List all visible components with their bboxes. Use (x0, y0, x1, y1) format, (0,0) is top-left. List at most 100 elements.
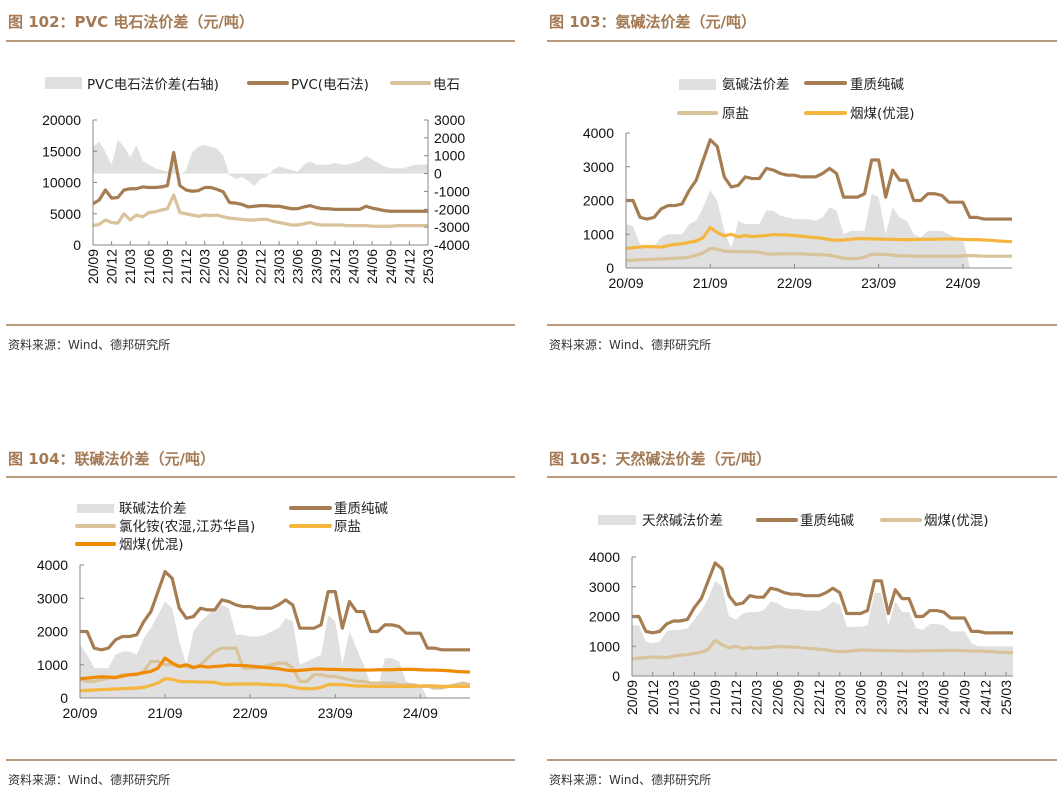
x-tick-label: 23/03 (832, 680, 848, 715)
series-line-原盐 (625, 246, 1012, 263)
chart-fig103: 0 1000 2000 3000 4000 20/09 21/09 22/09 23/09 24/… (583, 125, 1013, 291)
series-line-氯化铵(农湿,江苏华昌) (79, 646, 471, 690)
x-tick-label: 24/03 (915, 680, 931, 715)
series-line-PVC(电石法) (92, 150, 428, 213)
x-tick-label: 23/06 (853, 680, 869, 715)
x-tick-label: 24/09 (957, 680, 973, 715)
y-tick-label: 2000 (37, 624, 68, 640)
x-tick-label: 23/09 (318, 705, 353, 721)
x-tick-label: 24/09 (403, 705, 438, 721)
series-line-重质纯碱 (632, 561, 1013, 635)
x-tick-label: 22/06 (215, 249, 231, 284)
chart-fig102: 05000100001500020000-4000-3000-2000-1000… (42, 112, 470, 284)
x-tick-label: 24/06 (364, 249, 380, 284)
x-tick-label: 21/09 (148, 705, 183, 721)
legend-label: 原盐 (334, 519, 361, 535)
x-tick-label: 21/12 (178, 249, 194, 284)
x-tick-label: 21/09 (693, 275, 728, 291)
x-tick-label: 22/09 (233, 705, 268, 721)
x-tick-label: 21/06 (686, 680, 702, 715)
x-tick-label: 23/09 (861, 275, 896, 291)
figure-105-title: 图 105：天然碱法价差（元/吨） (549, 450, 771, 468)
y-right-tick-label: -4000 (434, 237, 470, 253)
x-tick-label: 24/09 (383, 249, 399, 284)
legend-label: 烟煤(优混) (119, 537, 184, 553)
source-note: 资料来源：Wind、德邦研究所 (549, 337, 711, 352)
x-tick-label: 21/12 (728, 680, 744, 715)
y-right-tick-label: 3000 (434, 112, 465, 128)
y-tick-label: 2000 (589, 609, 620, 625)
plots: 05000100001500020000-4000-3000-2000-1000… (37, 112, 1014, 721)
legend-label: 烟煤(优混) (850, 106, 915, 122)
y-tick-label: 1000 (589, 638, 620, 654)
x-tick-label: 21/09 (707, 680, 723, 715)
y-tick-label: 0 (73, 237, 81, 253)
x-tick-label: 23/09 (308, 249, 324, 284)
legend-label: 氯化铵(农湿,江苏华昌) (119, 519, 255, 535)
legend-swatch-area (45, 77, 82, 89)
figure-103-title: 图 103：氨碱法价差（元/吨） (549, 13, 756, 31)
x-tick-label: 22/09 (234, 249, 250, 284)
x-tick-label: 22/03 (749, 680, 765, 715)
series-line-原盐 (79, 677, 470, 693)
legend-label: PVC电石法价差(右轴) (87, 77, 219, 93)
legend-105: 天然碱法价差 重质纯碱 烟煤(优混) (598, 512, 989, 529)
series-area-PVC电石法价差(右轴) (93, 139, 428, 187)
legend-label: 烟煤(优混) (924, 513, 989, 529)
x-tick-label: 24/12 (401, 249, 417, 284)
x-tick-label: 25/03 (420, 249, 436, 284)
chart-fig105: 0 1000 2000 3000 4000 20/09 20/12 21/03 21/06 21/… (589, 549, 1014, 715)
y-tick-label: 20000 (42, 112, 81, 128)
figure-104-title: 图 104：联碱法价差（元/吨） (8, 450, 215, 468)
legend-label: 氨碱法价差 (722, 77, 790, 93)
y-tick-label: 4000 (589, 549, 620, 565)
y-tick-label: 1000 (37, 657, 68, 673)
x-tick-label: 22/09 (790, 680, 806, 715)
x-tick-label: 20/12 (645, 680, 661, 715)
series-line-烟煤(优混) (79, 656, 471, 681)
y-right-tick-label: -2000 (434, 201, 470, 217)
series-area-氨碱法价差 (626, 190, 1012, 268)
legend-label: 重质纯碱 (334, 501, 388, 517)
x-tick-label: 21/06 (141, 249, 157, 284)
y-tick-label: 4000 (583, 125, 614, 141)
chart-fig104: 0 1000 2000 3000 4000 20/09 21/09 22/09 23/09 24/… (37, 557, 471, 721)
y-tick-label: 2000 (583, 193, 614, 209)
legend-label: 重质纯碱 (800, 513, 854, 529)
y-tick-label: 0 (60, 690, 68, 706)
y-right-tick-label: -3000 (434, 219, 470, 235)
y-right-tick-label: -1000 (434, 183, 470, 199)
series-line-重质纯碱 (626, 138, 1012, 221)
y-tick-label: 3000 (589, 579, 620, 595)
y-tick-label: 1000 (583, 226, 614, 242)
x-tick-label: 23/09 (873, 680, 889, 715)
x-tick-label: 25/03 (998, 680, 1014, 715)
y-tick-label: 4000 (37, 557, 68, 573)
x-tick-label: 23/12 (327, 249, 343, 284)
y-tick-label: 10000 (42, 175, 81, 191)
y-right-tick-label: 0 (434, 166, 442, 182)
x-tick-label: 22/06 (769, 680, 785, 715)
series-line-重质纯碱 (80, 570, 470, 652)
series-line-电石 (92, 193, 428, 228)
y-tick-label: 5000 (50, 206, 81, 222)
series-line-烟煤(优混) (631, 638, 1014, 661)
series-area-联碱法价差 (80, 601, 470, 698)
x-tick-label: 21/09 (159, 249, 175, 284)
x-tick-label: 23/12 (894, 680, 910, 715)
x-tick-label: 20/09 (608, 275, 643, 291)
x-tick-label: 24/06 (936, 680, 952, 715)
x-tick-label: 21/03 (666, 680, 682, 715)
x-tick-label: 24/03 (346, 249, 362, 284)
y-tick-label: 15000 (42, 143, 81, 159)
y-right-tick-label: 1000 (434, 148, 465, 164)
y-tick-label: 0 (612, 668, 620, 684)
x-tick-label: 20/09 (85, 249, 101, 284)
legend-label: 电石 (433, 77, 460, 93)
x-tick-label: 22/12 (811, 680, 827, 715)
legend-swatch-area (679, 79, 716, 90)
x-tick-label: 22/09 (777, 275, 812, 291)
x-tick-label: 22/03 (197, 249, 213, 284)
legend-label: 原盐 (722, 106, 749, 122)
y-tick-label: 0 (606, 260, 614, 276)
